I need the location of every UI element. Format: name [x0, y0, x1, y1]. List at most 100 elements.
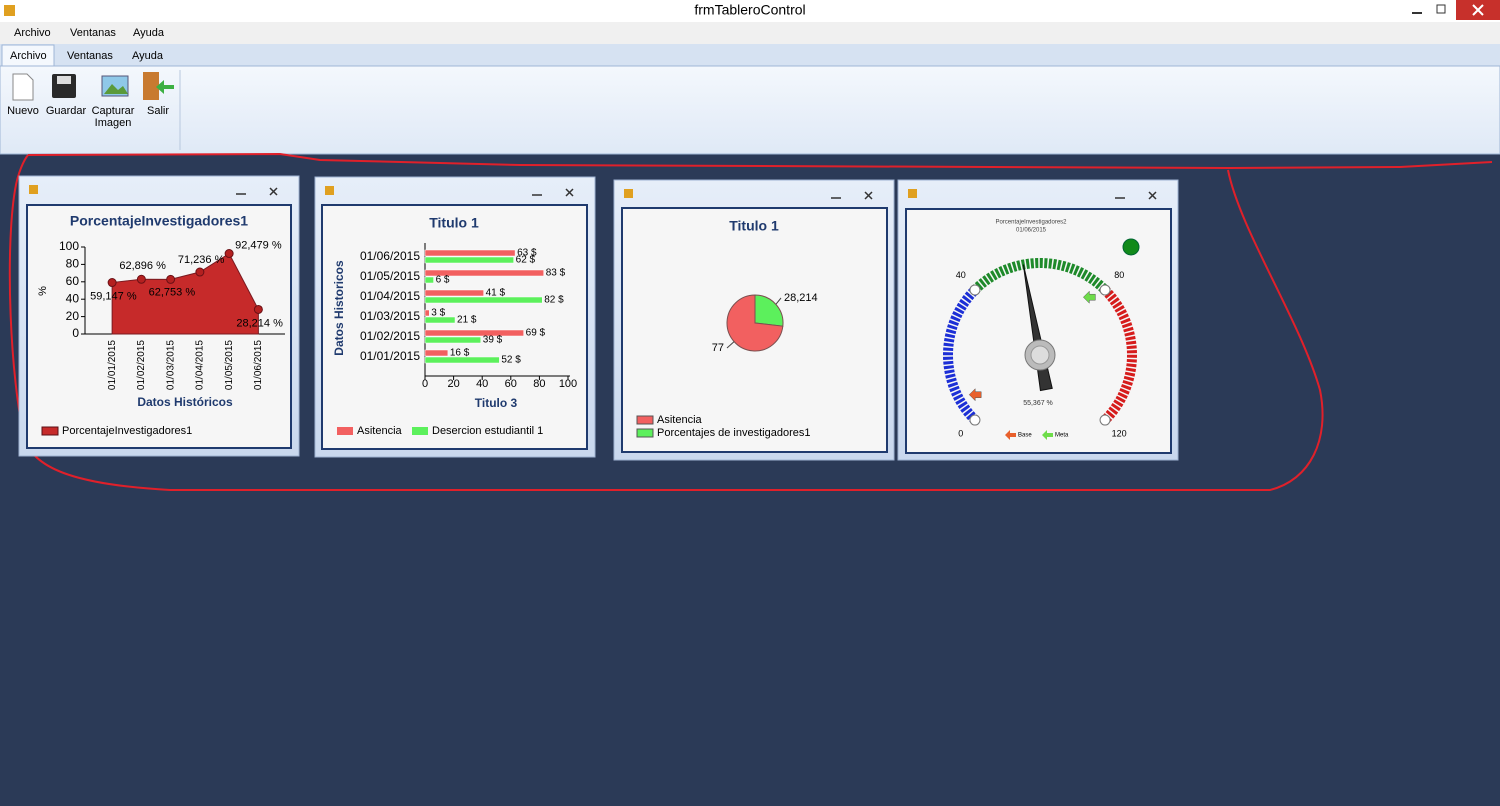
legend-label: Asitencia: [357, 425, 403, 437]
x-tick-label: 0: [422, 378, 428, 390]
x-tick-label: 01/01/2015: [107, 340, 118, 390]
pie-slice: [726, 294, 784, 352]
legend-marker: [1042, 430, 1053, 440]
chart-title: Titulo 1: [729, 218, 779, 234]
data-label: 92,479 %: [235, 239, 282, 251]
tab[interactable]: Ayuda: [132, 50, 164, 62]
y-tick-label: 01/06/2015: [360, 249, 420, 263]
y-tick-label: 40: [66, 291, 80, 305]
data-label: 77: [712, 342, 724, 354]
bar: [424, 349, 449, 357]
y-tick-label: 100: [59, 239, 79, 253]
icon-new: [12, 73, 34, 101]
gauge-hub-inner: [1030, 345, 1050, 365]
tab-strip: [0, 44, 1500, 66]
x-tick-label: 40: [476, 378, 488, 390]
data-label: 69 $: [526, 328, 546, 339]
point: [107, 278, 117, 288]
y-axis-label: Datos Historicos: [332, 260, 346, 356]
child-close[interactable]: [864, 191, 873, 200]
bar: [424, 256, 514, 264]
legend-label: Base: [1018, 433, 1032, 439]
leader-line: [775, 297, 782, 305]
icon-exit-arrow: [156, 80, 174, 94]
child-close[interactable]: [1148, 191, 1157, 200]
pie-slice: [754, 294, 784, 327]
bar: [424, 296, 543, 304]
child-icon: [624, 189, 633, 198]
ribbon-button[interactable]: Nuevo: [7, 105, 39, 117]
y-tick-label: 0: [72, 326, 79, 340]
gauge-range: [971, 258, 1109, 294]
gauge-tick: [969, 414, 981, 426]
ribbon-button[interactable]: Guardar: [46, 105, 87, 117]
gauge-tick: [969, 284, 981, 296]
data-label: 16 $: [450, 348, 470, 359]
gauge-marker: [968, 388, 982, 402]
chart-title: PorcentajeInvestigadores1: [70, 213, 248, 229]
bar: [424, 289, 484, 297]
y-tick-label: 80: [66, 257, 80, 271]
y-tick-label: 01/04/2015: [360, 289, 420, 303]
child-icon: [325, 186, 334, 195]
legend-label: Meta: [1055, 433, 1069, 439]
y-tick-label: 01/03/2015: [360, 309, 420, 323]
point: [195, 267, 205, 277]
bar: [424, 356, 500, 364]
x-tick-label: 100: [559, 378, 577, 390]
ribbon-button[interactable]: Salir: [147, 105, 169, 117]
data-label: 41 $: [486, 288, 506, 299]
x-tick-label: 01/05/2015: [224, 340, 235, 390]
legend-swatch: [41, 426, 59, 436]
icon-save-label: [57, 76, 71, 84]
legend-marker: [1005, 430, 1016, 440]
data-label: 59,147 %: [90, 290, 137, 302]
gauge-tick-label: 120: [1112, 429, 1127, 439]
x-axis-label: Titulo 3: [475, 396, 518, 410]
legend-label: PorcentajeInvestigadores1: [62, 425, 192, 437]
bar: [424, 329, 524, 337]
point: [224, 249, 234, 259]
menu-item[interactable]: Ayuda: [133, 27, 165, 39]
gauge-tick: [1099, 414, 1111, 426]
x-tick-label: 01/04/2015: [195, 340, 206, 390]
data-label: 83 $: [546, 268, 566, 279]
x-tick-label: 01/02/2015: [136, 340, 147, 390]
restore[interactable]: [1436, 4, 1446, 14]
child-close[interactable]: [269, 187, 278, 196]
x-tick-label: 01/03/2015: [165, 340, 176, 390]
data-label: 6 $: [436, 275, 450, 286]
app-icon: [4, 5, 15, 16]
y-tick-label: 60: [66, 274, 80, 288]
chart-title: PorcentajeInvestigadores2: [995, 220, 1067, 226]
legend-swatch: [636, 415, 654, 425]
data-label: 39 $: [483, 335, 503, 346]
gauge-range: [1101, 286, 1137, 424]
menu-item[interactable]: Ventanas: [70, 27, 116, 39]
y-tick-label: 01/01/2015: [360, 349, 420, 363]
data-label: 63 $: [517, 248, 537, 259]
icon-capture-hill: [104, 84, 128, 94]
icon-exit-door: [143, 72, 159, 100]
gauge-value-label: 55,367 %: [1023, 400, 1053, 407]
bar: [424, 249, 516, 257]
gauge-tick: [1099, 284, 1111, 296]
child-icon: [29, 185, 38, 194]
indicator-light: [1122, 238, 1140, 256]
bar: [424, 309, 430, 317]
tab[interactable]: Ventanas: [67, 50, 113, 62]
legend-label: Porcentajes de investigadores1: [657, 427, 810, 439]
legend-swatch: [337, 427, 353, 435]
data-label: 71,236 %: [178, 254, 225, 266]
chart-title: Titulo 1: [429, 215, 479, 231]
menu-bar: [0, 22, 1500, 44]
x-tick-label: 01/06/2015: [253, 340, 264, 390]
ribbon-button[interactable]: Capturar Imagen: [92, 105, 135, 129]
point: [136, 274, 146, 284]
tab[interactable]: Archivo: [10, 50, 47, 62]
menu-item[interactable]: Archivo: [14, 27, 51, 39]
bar: [424, 269, 544, 277]
child-close[interactable]: [565, 188, 574, 197]
legend-swatch: [412, 427, 428, 435]
